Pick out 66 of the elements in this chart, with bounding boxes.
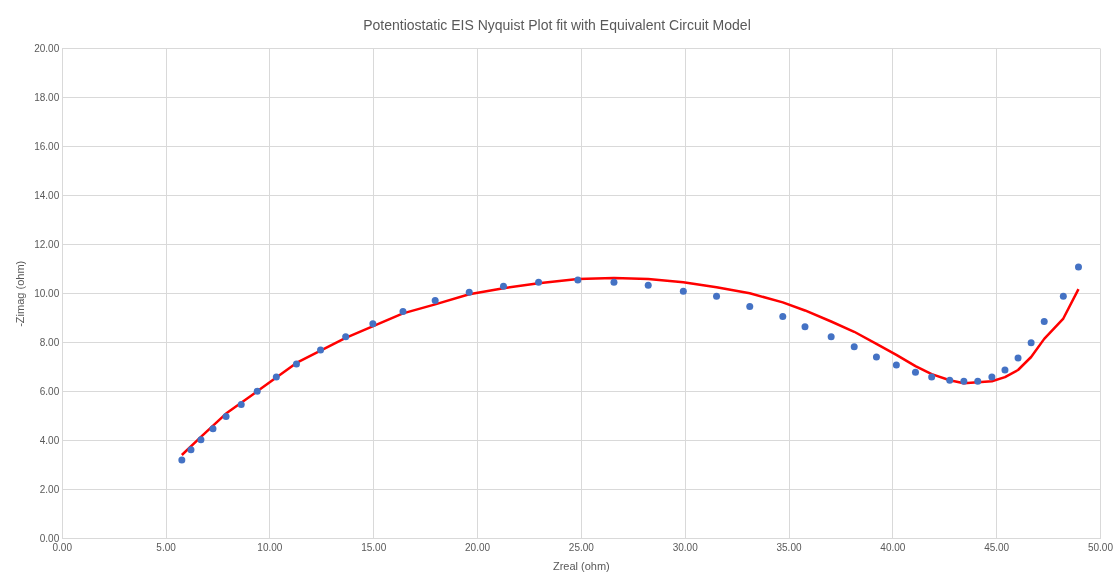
point [317,346,325,354]
point [1001,366,1009,374]
point [713,292,721,300]
point [499,282,507,290]
y-tick-label: 20.00 [34,42,60,54]
point [399,307,407,315]
point [1040,317,1048,325]
point [197,436,205,444]
y-tick-label: 18.00 [34,91,60,103]
point [178,456,186,464]
y-axis-title: -Zimag (ohm) [13,260,26,327]
x-tick-label: 30.00 [672,541,699,553]
point [369,320,377,328]
point [746,303,754,311]
point [535,278,543,286]
point [679,287,687,295]
point [1027,339,1035,347]
x-tick-label: 20.00 [465,541,491,553]
point [1074,263,1082,271]
y-tick-label: 4.00 [39,434,60,446]
x-tick-label: 0.00 [52,541,73,553]
x-tick-label: 25.00 [568,541,595,553]
point [465,288,473,296]
point [892,361,900,369]
point [827,333,835,341]
point [911,368,919,376]
x-axis-title: Zreal (ohm) [552,560,610,573]
x-tick-label: 50.00 [1087,541,1114,553]
x-tick-label: 45.00 [984,541,1010,553]
point [960,377,968,385]
point [801,323,809,331]
point [431,296,439,304]
x-tick-label: 35.00 [776,541,802,553]
y-tick-label: 8.00 [39,336,60,348]
y-tick-label: 12.00 [34,238,60,250]
point [946,376,954,384]
point [850,343,858,351]
y-tick-label: 14.00 [34,189,60,201]
point [872,353,880,361]
y-tick-label: 0.00 [39,532,60,544]
x-tick-label: 15.00 [361,541,387,553]
point [644,281,652,289]
point [209,425,217,433]
x-tick-label: 10.00 [257,541,283,553]
point [974,377,982,385]
point [272,373,280,381]
point [988,373,996,381]
point [928,373,936,381]
point [342,333,350,341]
point [779,313,787,321]
point [574,276,582,284]
point [187,446,195,454]
point [1059,292,1067,300]
chart-title: Potentiostatic EIS Nyquist Plot fit with Equivalent Circuit Model [363,17,751,34]
y-tick-label: 2.00 [39,483,60,495]
y-tick-label: 10.00 [34,287,60,299]
y-tick-label: 16.00 [34,140,60,152]
x-tick-label: 5.00 [156,541,177,553]
point [253,387,261,395]
point [222,413,230,421]
y-tick-label: 6.00 [39,385,60,397]
point [292,360,300,368]
point [237,401,245,409]
x-tick-label: 40.00 [880,541,906,553]
point [1014,354,1022,362]
point [610,278,618,286]
